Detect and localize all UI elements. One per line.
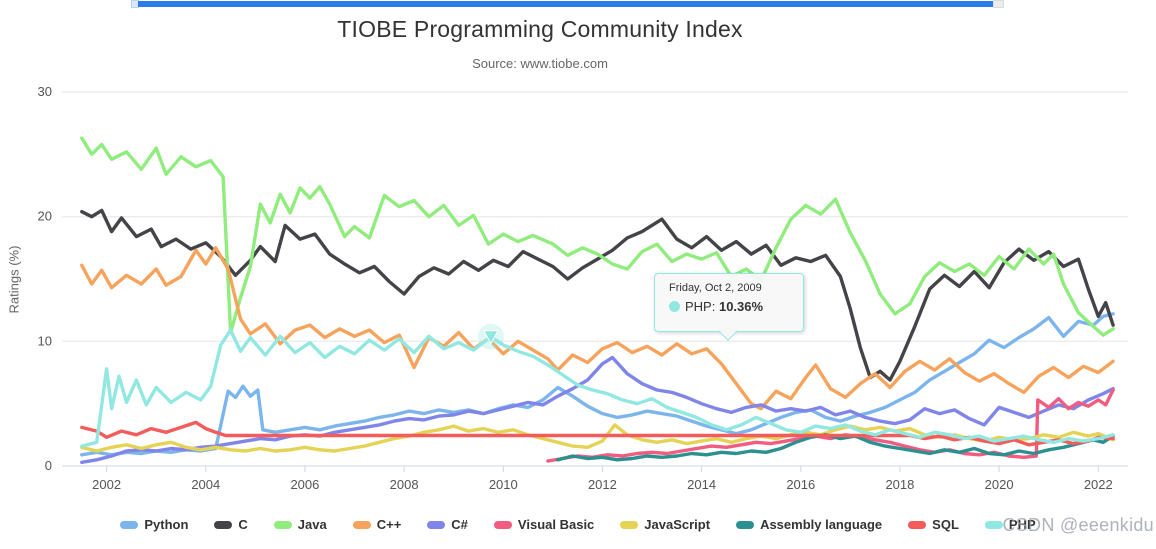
legend-marker-javascript [620, 520, 639, 529]
scrollbar-thumb[interactable] [138, 1, 993, 7]
tooltip-series-bullet-icon [669, 301, 680, 312]
legend-marker-assembly-language [736, 520, 755, 529]
legend-marker-c- [427, 520, 446, 529]
legend-item-python[interactable]: Python [120, 517, 188, 532]
legend-item-php[interactable]: PHP [984, 517, 1036, 532]
x-tick-label: 2016 [786, 477, 815, 492]
x-tick-label: 2004 [191, 477, 220, 492]
legend: Python C Java C++ C# Visual Basic JavaScript As… [0, 517, 1156, 532]
horizontal-scrollbar[interactable] [0, 0, 1156, 9]
series-line-assembly-language[interactable] [556, 433, 1115, 462]
scrollbar-right-nub[interactable] [993, 0, 1004, 8]
tooltip-date: Friday, Oct 2, 2009 [669, 282, 762, 294]
watermark: CSDN @eeenkidu [1002, 515, 1154, 535]
x-tick-label: 2022 [1084, 477, 1113, 492]
legend-item-assembly-language[interactable]: Assembly language [736, 517, 882, 532]
chart-subtitle: Source: www.tiobe.com [472, 56, 608, 71]
series-line-python[interactable] [80, 312, 1115, 457]
x-tick-label: 2020 [985, 477, 1014, 492]
legend-item-c-[interactable]: C++ [352, 517, 402, 532]
legend-label-sql: SQL [932, 517, 959, 532]
plot-area[interactable]: 0 10 20 30 2002 2004 2006 2008 2010 2012 2014 2016 2… [0, 0, 1156, 510]
x-tick-label: 2010 [489, 477, 518, 492]
x-tick-label: 2014 [687, 477, 716, 492]
legend-marker-php [984, 520, 1003, 529]
x-tick-label: 2018 [885, 477, 914, 492]
y-tick-label: 30 [38, 84, 52, 99]
tooltip-series-row: PHP: 10.36% [669, 299, 793, 314]
tooltip-series-label: PHP: [685, 299, 716, 314]
tooltip-value: 10.36% [718, 299, 764, 314]
legend-item-c-[interactable]: C# [427, 517, 468, 532]
legend-item-sql[interactable]: SQL [908, 517, 959, 532]
legend-item-java[interactable]: Java [273, 517, 327, 532]
x-tick-label: 2006 [290, 477, 319, 492]
x-tick-label: 2008 [390, 477, 419, 492]
series-line-c-[interactable] [80, 355, 1115, 464]
legend-label-visual-basic: Visual Basic [517, 517, 595, 532]
legend-label-python: Python [144, 517, 189, 532]
legend-marker-visual-basic [493, 520, 512, 529]
legend-marker-python [120, 520, 139, 529]
legend-label-c-: C++ [376, 517, 402, 532]
legend-marker-java [273, 520, 292, 529]
series-line-visual-basic[interactable] [546, 388, 1115, 463]
y-tick-label: 0 [45, 458, 52, 473]
hover-marker-triangle-down-icon[interactable] [483, 330, 499, 345]
legend-marker-c [214, 520, 233, 529]
legend-label-c-: C# [451, 517, 468, 532]
tooltip: Friday, Oct 2, 2009 PHP: 10.36% [654, 273, 804, 341]
legend-marker-sql [908, 520, 927, 529]
legend-item-visual-basic[interactable]: Visual Basic [493, 517, 595, 532]
legend-label-javascript: JavaScript [644, 517, 711, 532]
x-tick-label: 2012 [588, 477, 617, 492]
series-line-c[interactable] [80, 208, 1115, 382]
legend-marker-c- [352, 520, 371, 529]
legend-label-php: PHP [1008, 517, 1036, 532]
series-line-c-[interactable] [80, 246, 1115, 411]
series-line-php[interactable] [80, 328, 1115, 448]
legend-label-assembly-language: Assembly language [760, 517, 883, 532]
legend-label-c: C [238, 517, 248, 532]
chart-title: TIOBE Programming Community Index [337, 16, 743, 42]
x-tick-label: 2002 [92, 477, 121, 492]
legend-item-c[interactable]: C [214, 517, 248, 532]
y-tick-label: 10 [38, 333, 52, 348]
legend-label-java: Java [297, 517, 327, 532]
y-tick-label: 20 [38, 209, 52, 224]
legend-item-javascript[interactable]: JavaScript [620, 517, 710, 532]
